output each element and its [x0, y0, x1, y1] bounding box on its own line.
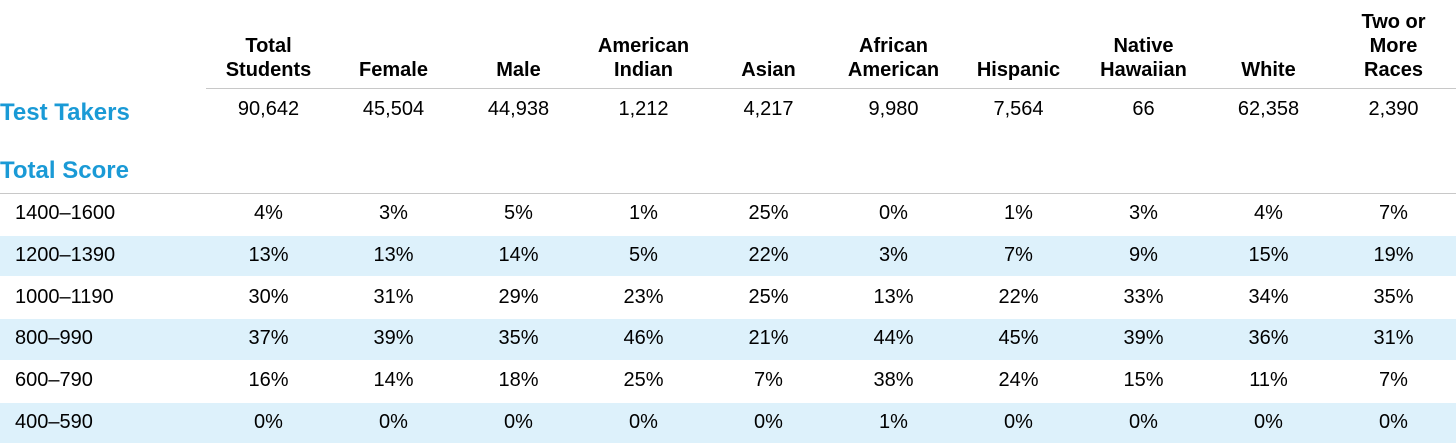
test-takers-value: 45,504 — [362, 97, 425, 120]
score-cell: 29% — [498, 285, 539, 308]
test-takers-value: 44,938 — [487, 97, 550, 120]
column-header: Female — [359, 59, 428, 81]
test-takers-value: 4,217 — [743, 97, 794, 120]
score-cell: 4% — [1254, 202, 1283, 225]
score-cell: 1% — [879, 410, 908, 433]
score-cell: 25% — [623, 369, 664, 392]
score-cell: 30% — [248, 285, 289, 308]
test-takers-value: 9,980 — [868, 97, 919, 120]
score-cell: 15% — [1123, 369, 1164, 392]
score-cell: 31% — [373, 285, 414, 308]
test-takers-value: 66 — [1132, 97, 1155, 120]
column-header: African American — [847, 35, 940, 81]
score-cell: 7% — [1004, 244, 1033, 267]
column-header: Asian — [741, 59, 796, 81]
score-cell: 3% — [1129, 202, 1158, 225]
score-cell: 7% — [1379, 369, 1408, 392]
score-cell: 0% — [629, 410, 658, 433]
row-band — [0, 402, 1456, 443]
score-cell: 0% — [504, 410, 533, 433]
score-cell: 18% — [498, 369, 539, 392]
column-header: Two or More Races — [1361, 11, 1426, 81]
section-label: Total Score — [0, 157, 129, 184]
score-cell: 0% — [1129, 410, 1158, 433]
score-cell: 9% — [1129, 244, 1158, 267]
score-cell: 4% — [254, 202, 283, 225]
score-cell: 5% — [504, 202, 533, 225]
column-header: American Indian — [597, 35, 690, 81]
score-cell: 34% — [1248, 285, 1289, 308]
score-cell: 15% — [1248, 244, 1289, 267]
row-label: 1400–1600 — [15, 202, 116, 225]
row-label: 800–990 — [15, 327, 93, 350]
score-cell: 24% — [998, 369, 1039, 392]
column-header: Male — [496, 59, 541, 81]
score-cell: 46% — [623, 327, 664, 350]
header-rule — [206, 88, 1456, 89]
score-cell: 14% — [498, 244, 539, 267]
score-cell: 13% — [373, 244, 414, 267]
score-cell: 16% — [248, 369, 289, 392]
score-cell: 22% — [998, 285, 1039, 308]
column-header: Hispanic — [976, 59, 1061, 81]
row-label: 1200–1390 — [15, 244, 116, 267]
test-takers-value: 2,390 — [1368, 97, 1419, 120]
score-cell: 0% — [1004, 410, 1033, 433]
score-cell: 0% — [1379, 410, 1408, 433]
score-cell: 21% — [748, 327, 789, 350]
score-cell: 11% — [1249, 369, 1288, 392]
column-header: Native Hawaiian — [1100, 35, 1187, 81]
test-takers-value: 90,642 — [237, 97, 300, 120]
score-cell: 3% — [379, 202, 408, 225]
score-cell: 3% — [879, 244, 908, 267]
score-cell: 7% — [1379, 202, 1408, 225]
score-cell: 0% — [1254, 410, 1283, 433]
score-cell: 0% — [879, 202, 908, 225]
score-cell: 5% — [629, 244, 658, 267]
score-cell: 1% — [629, 202, 658, 225]
row-label: 400–590 — [15, 410, 93, 433]
column-header: White — [1241, 59, 1296, 81]
score-cell: 25% — [748, 202, 789, 225]
score-cell: 0% — [254, 410, 283, 433]
score-cell: 44% — [873, 327, 914, 350]
score-cell: 13% — [873, 285, 914, 308]
score-cell: 19% — [1373, 244, 1414, 267]
row-band — [0, 319, 1456, 360]
score-cell: 36% — [1248, 327, 1289, 350]
score-cell: 39% — [373, 327, 414, 350]
test-takers-label: Test Takers — [0, 99, 130, 126]
score-cell: 39% — [1123, 327, 1164, 350]
column-header: Total Students — [225, 35, 312, 81]
score-cell: 23% — [623, 285, 664, 308]
row-label: 1000–1190 — [15, 285, 114, 308]
row-label: 600–790 — [15, 369, 93, 392]
row-band — [0, 235, 1456, 277]
test-takers-value: 7,564 — [993, 97, 1044, 120]
score-cell: 35% — [1373, 285, 1414, 308]
score-cell: 31% — [1373, 327, 1414, 350]
score-cell: 25% — [748, 285, 789, 308]
test-takers-value: 62,358 — [1237, 97, 1300, 120]
score-cell: 35% — [498, 327, 539, 350]
score-cell: 38% — [873, 369, 914, 392]
score-cell: 45% — [998, 327, 1039, 350]
score-cell: 33% — [1123, 285, 1164, 308]
section-rule — [0, 193, 1456, 194]
score-cell: 22% — [748, 244, 789, 267]
score-cell: 37% — [248, 327, 289, 350]
test-takers-value: 1,212 — [618, 97, 669, 120]
score-cell: 7% — [754, 369, 783, 392]
score-cell: 1% — [1004, 202, 1033, 225]
score-cell: 13% — [248, 244, 289, 267]
score-cell: 0% — [754, 410, 783, 433]
score-cell: 14% — [373, 369, 414, 392]
score-cell: 0% — [379, 410, 408, 433]
